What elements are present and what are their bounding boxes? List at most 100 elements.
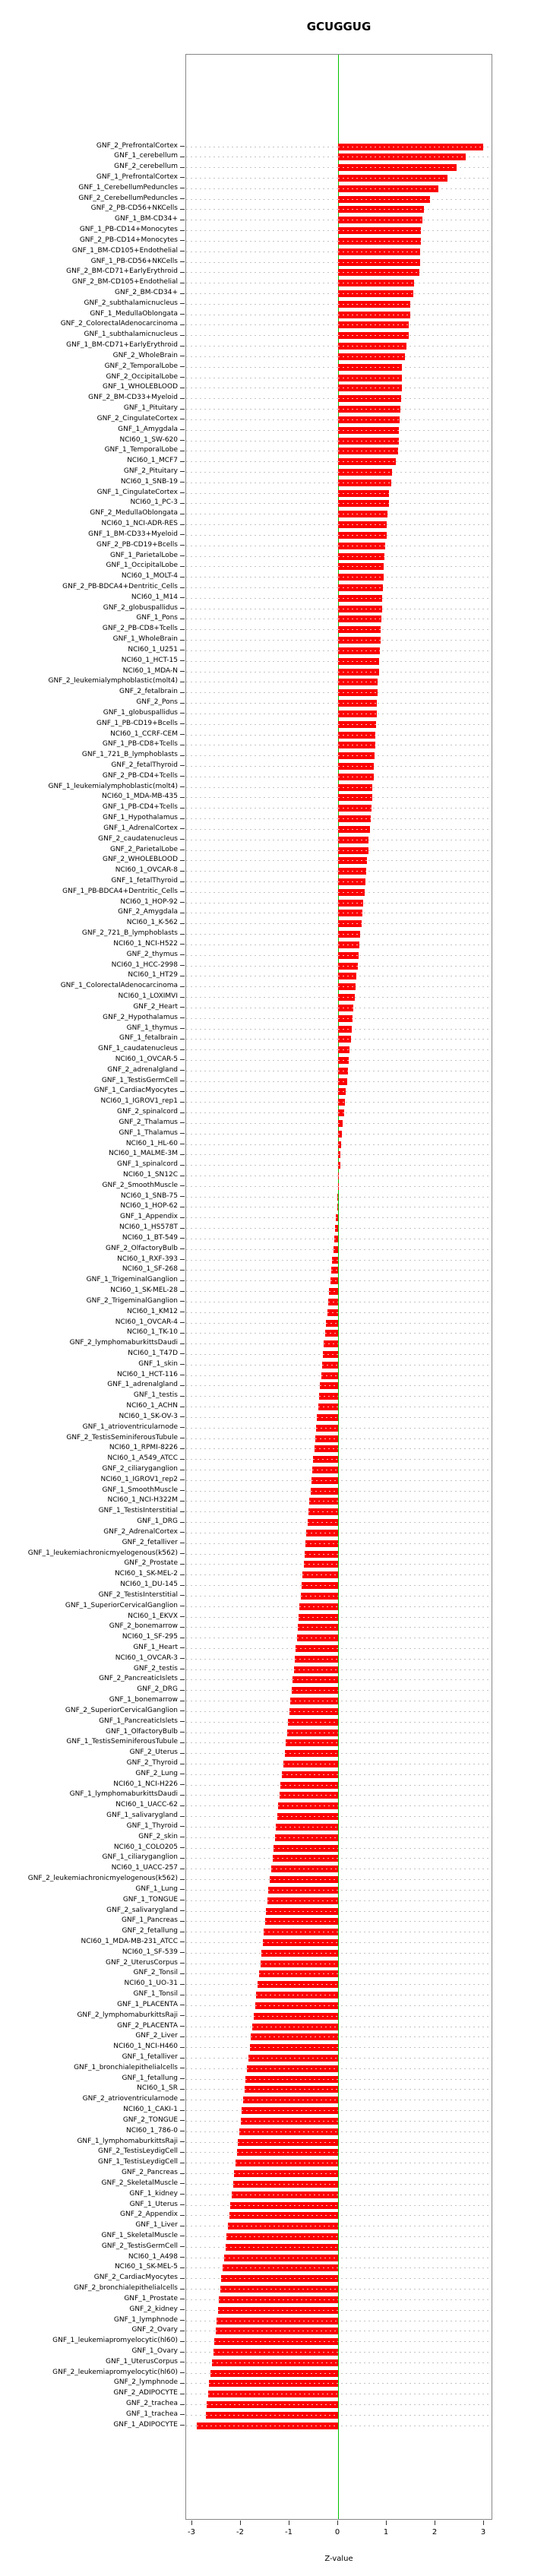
- row-label: NCI60_1_NCI-H522: [113, 939, 178, 948]
- x-axis-tick: [386, 2521, 387, 2525]
- bar: [245, 2086, 338, 2093]
- bar: [338, 1162, 340, 1169]
- row-label: GNF_2_CardiacMyocytes: [93, 2274, 178, 2282]
- row-grid-line: [186, 2267, 492, 2269]
- y-axis-tick: [180, 534, 185, 536]
- row-grid-line: [186, 2404, 492, 2406]
- bar: [220, 2286, 338, 2293]
- bar: [338, 836, 369, 843]
- bar: [338, 1109, 344, 1117]
- y-axis-tick: [180, 303, 185, 305]
- row-grid-line: [186, 2005, 492, 2006]
- row-label: GNF_1_thymus: [126, 1024, 178, 1032]
- row-label: GNF_1_caudatenucleus: [98, 1045, 178, 1053]
- row-label: GNF_2_leukemiachronicmyelogenous(k562): [27, 1875, 178, 1883]
- bar: [213, 2338, 338, 2346]
- y-axis-tick: [180, 2057, 185, 2059]
- row-label: GNF_2_CingulateCortex: [96, 414, 178, 422]
- row-label: GNF_1_kidney: [129, 2189, 178, 2198]
- y-axis-tick: [180, 2088, 185, 2090]
- row-label: GNF_2_PrefrontalCortex: [96, 141, 178, 150]
- row-label: GNF_2_spinalcord: [117, 1108, 178, 1116]
- y-axis-tick: [180, 2173, 185, 2174]
- y-axis-tick: [180, 377, 185, 378]
- bar: [338, 679, 378, 686]
- row-grid-line: [186, 1753, 492, 1755]
- row-label: GNF_1_ADIPOCYTE: [113, 2420, 178, 2429]
- bar: [338, 762, 375, 770]
- bar: [338, 227, 422, 235]
- bar: [338, 321, 409, 329]
- bar: [210, 2369, 338, 2377]
- row-grid-line: [186, 1228, 492, 1229]
- bar: [280, 1792, 338, 1799]
- bar: [219, 2296, 338, 2303]
- y-axis-tick: [180, 954, 185, 956]
- row-label: GNF_2_MedullaOblongata: [90, 509, 178, 517]
- bar: [321, 1361, 338, 1369]
- bar: [231, 2191, 338, 2198]
- y-axis-tick: [180, 1259, 185, 1261]
- row-label: NCI60_1_OVCAR-3: [115, 1654, 178, 1662]
- row-label: GNF_1_Amygdala: [118, 425, 178, 433]
- x-axis-tick-label: -2: [236, 2528, 244, 2536]
- y-axis-tick: [180, 1353, 185, 1355]
- row-grid-line: [186, 1438, 492, 1439]
- row-label: GNF_2_trachea: [125, 2400, 178, 2408]
- row-label: GNF_2_thymus: [126, 950, 178, 958]
- bar: [338, 406, 400, 413]
- row-label: GNF_2_PB-CD14+Monocytes: [79, 236, 178, 244]
- bar: [221, 2275, 338, 2283]
- bar: [309, 1498, 338, 1505]
- bar: [242, 2107, 338, 2115]
- y-axis-tick: [180, 660, 185, 662]
- bar: [338, 815, 371, 823]
- row-label: NCI60_1_HL-60: [125, 1139, 178, 1147]
- y-axis-tick: [180, 965, 185, 967]
- row-grid-line: [186, 2278, 492, 2280]
- bar: [338, 742, 375, 749]
- bar: [238, 2138, 338, 2146]
- y-axis-tick: [180, 1910, 185, 1911]
- row-label: GNF_2_Amygdala: [118, 908, 178, 916]
- y-axis-tick: [180, 555, 185, 557]
- bar: [292, 1676, 338, 1684]
- bar: [337, 1204, 338, 1211]
- row-label: GNF_1_atrioventricularnode: [82, 1422, 178, 1431]
- row-grid-line: [186, 1847, 492, 1849]
- bar: [226, 2233, 338, 2240]
- row-label: GNF_1_TrigeminalGanglion: [86, 1276, 178, 1284]
- bar: [265, 1918, 338, 1926]
- y-axis-tick: [180, 2151, 185, 2153]
- row-label: GNF_1_lymphnode: [113, 2315, 178, 2324]
- bar: [338, 353, 405, 360]
- bar: [211, 2359, 338, 2366]
- bar: [234, 2170, 338, 2178]
- bar: [256, 1992, 338, 1999]
- row-label: GNF_2_PLACENTA: [117, 2021, 178, 2030]
- row-label: GNF_2_Liver: [135, 2032, 178, 2040]
- row-label: GNF_1_TestisGermCell: [101, 1076, 178, 1084]
- bar: [338, 1036, 351, 1043]
- row-label: GNF_1_Heart: [133, 1643, 178, 1651]
- row-label: NCI60_1_UACC-257: [111, 1864, 178, 1872]
- row-label: NCI60_1_SNB-19: [120, 477, 178, 486]
- bar: [215, 2328, 338, 2335]
- row-grid-line: [186, 1574, 492, 1576]
- y-axis-tick: [180, 1815, 185, 1817]
- bar: [300, 1592, 338, 1600]
- y-axis-tick: [180, 2214, 185, 2216]
- y-axis-tick: [180, 324, 185, 325]
- bar: [335, 1225, 338, 1233]
- row-label: GNF_1_ciliaryganglion: [102, 1853, 178, 1862]
- row-grid-line: [186, 2131, 492, 2132]
- y-axis-tick: [180, 1101, 185, 1103]
- bar: [257, 1981, 338, 1989]
- bar: [338, 647, 381, 654]
- bar: [338, 931, 361, 938]
- row-label: NCI60_1_NCI-H322M: [107, 1496, 178, 1505]
- row-label: GNF_1_PB-CD8+Tcells: [102, 740, 178, 748]
- row-grid-line: [186, 2236, 492, 2237]
- row-label: GNF_2_Ovary: [131, 2326, 178, 2334]
